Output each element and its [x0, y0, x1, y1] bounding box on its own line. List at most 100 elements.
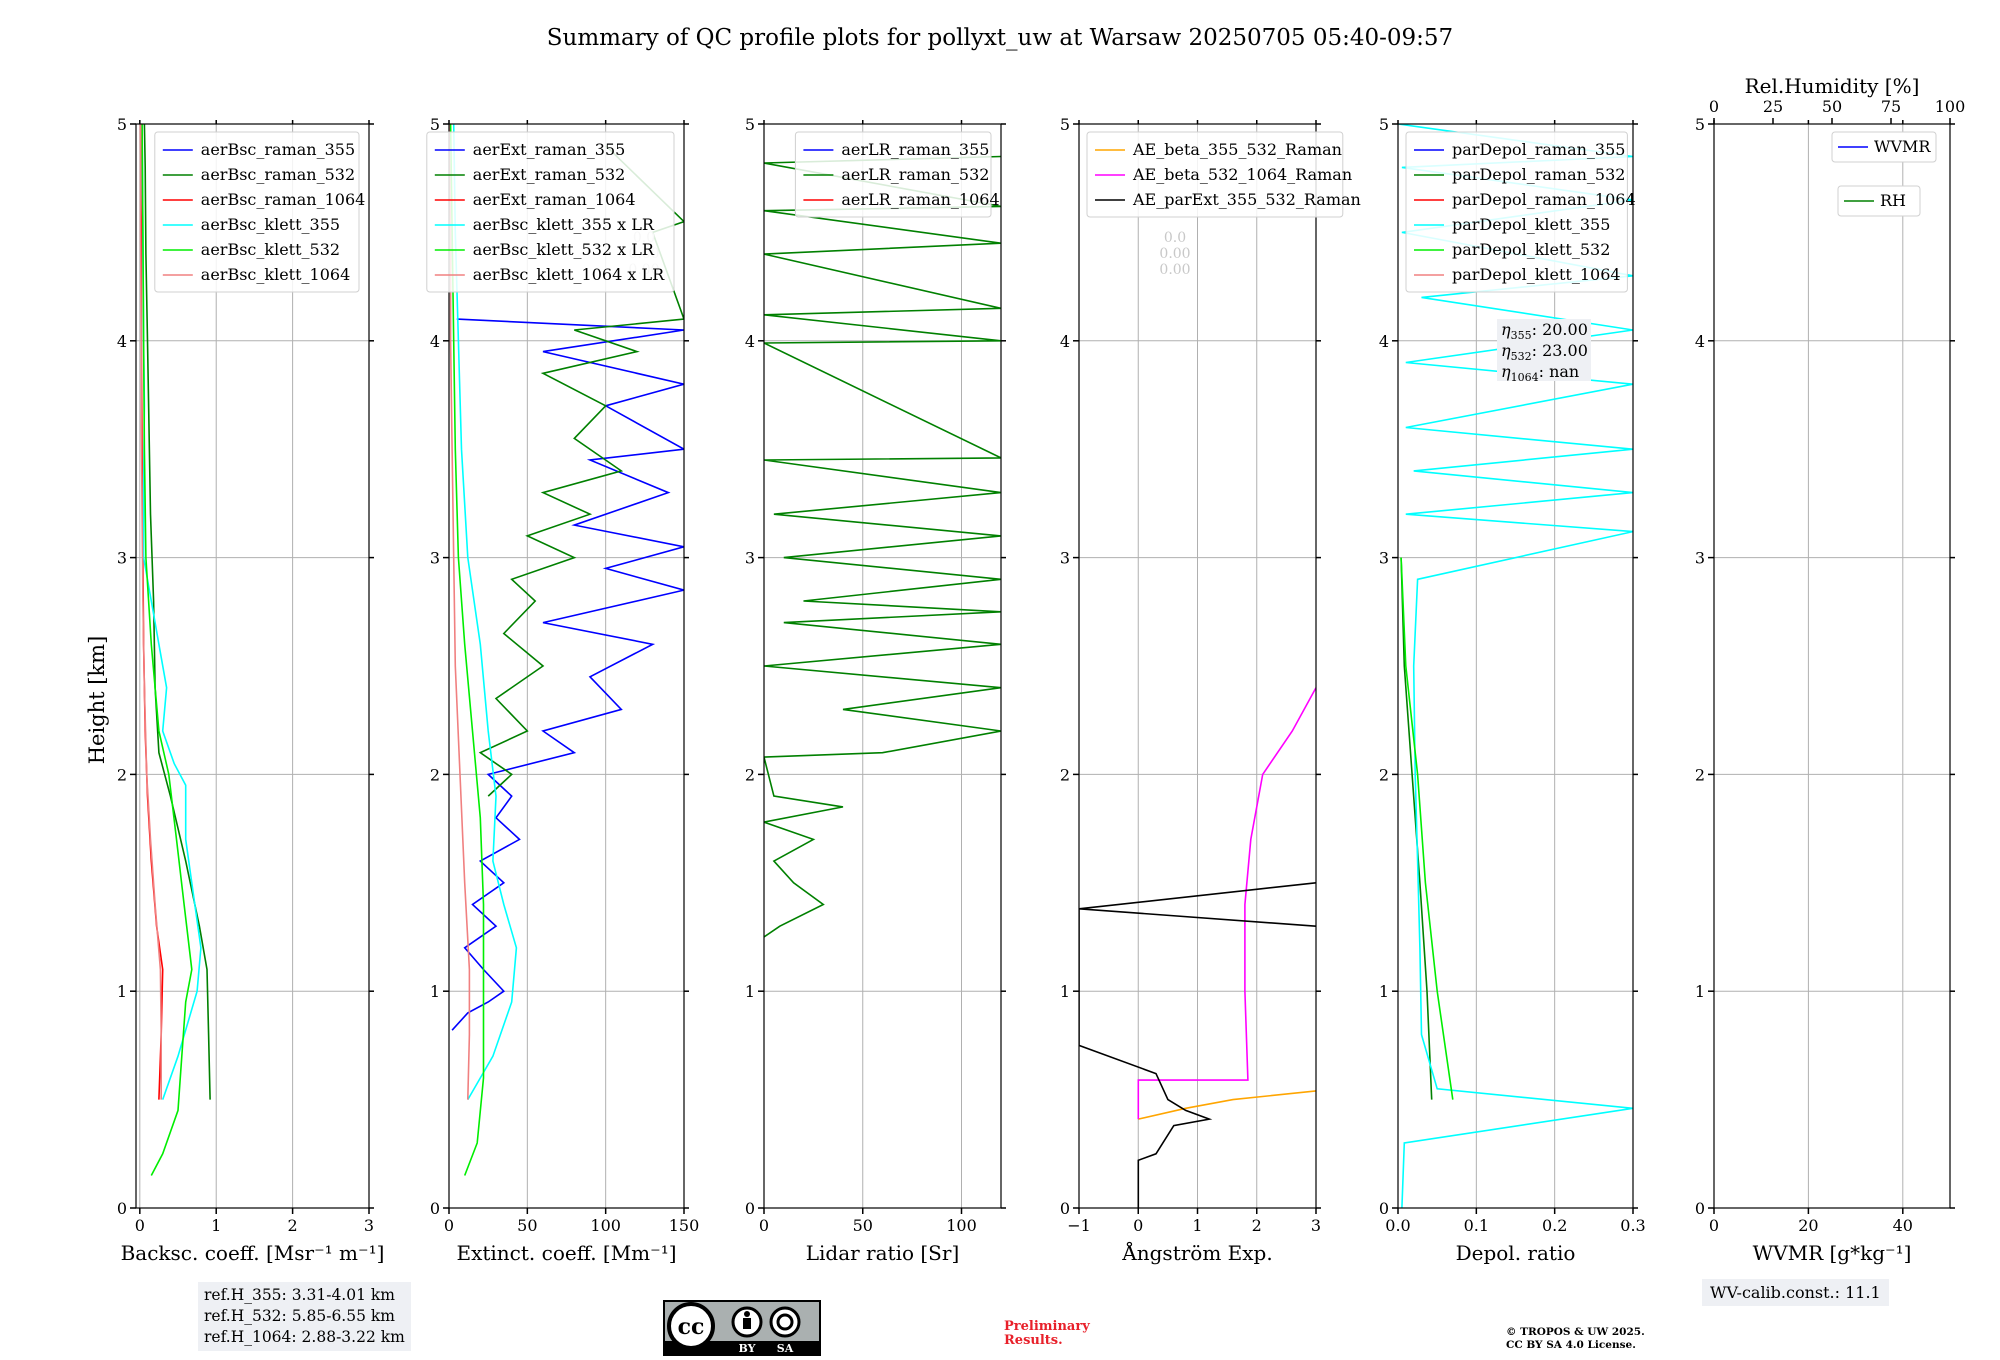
series-group	[764, 155, 1001, 938]
series-line-AE_beta_532_1064_Raman	[1137, 687, 1316, 1120]
y-tick-label: 2	[117, 765, 127, 784]
sa-label: SA	[777, 1342, 794, 1355]
sa-icon-arrow	[776, 1313, 794, 1331]
x-tick-label: 50	[853, 1216, 873, 1235]
series-line-aerExt_raman_355	[451, 318, 684, 1031]
eta-symbol: η	[1501, 320, 1511, 339]
x-tick-label: 100	[946, 1216, 977, 1235]
preliminary-results-note: Preliminary Results.	[1004, 1320, 1090, 1348]
y-tick-label: 4	[117, 332, 127, 351]
y-tick-label: 3	[745, 549, 755, 568]
axes-frame	[763, 123, 1002, 1209]
y-tick-label: 5	[430, 115, 440, 134]
top-axis-label: Rel.Humidity [%]	[1745, 74, 1920, 98]
wv-calibration-constant: WV-calib.const.: 11.1	[1702, 1279, 1889, 1306]
y-tick-label: 1	[430, 982, 440, 1001]
figure-title: Summary of QC profile plots for pollyxt_…	[547, 25, 1453, 51]
x-tick-label: 50	[517, 1216, 537, 1235]
y-tick-label: 0	[430, 1199, 440, 1218]
reference-height-box: ref.H_355: 3.31-4.01 km ref.H_532: 5.85-…	[198, 1282, 411, 1351]
y-tick-label: 1	[1060, 982, 1070, 1001]
legend-label: aerBsc_raman_1064	[201, 190, 366, 209]
x-axis-label: Lidar ratio [Sr]	[806, 1241, 960, 1265]
legend-label: aerLR_raman_1064	[841, 190, 999, 209]
y-tick-label: 0	[117, 1199, 127, 1218]
eta-value: : 20.00	[1532, 320, 1588, 339]
legend-label: aerLR_raman_355	[841, 140, 989, 159]
ref-height-532: ref.H_532: 5.85-6.55 km	[204, 1307, 395, 1325]
legend-box	[426, 131, 675, 293]
y-tick-label: 4	[1379, 332, 1389, 351]
cc-icon	[667, 1302, 715, 1350]
panel-lr: 0 50 100 0 1 2 3 4 5 Lidar ratio [Sr] aerLR_raman_…	[745, 115, 1006, 1265]
x-tick-label: 0.1	[1464, 1216, 1489, 1235]
y-tick-label: 2	[430, 765, 440, 784]
top-tick-label: 25	[1763, 97, 1783, 116]
y-tick-label: 1	[117, 982, 127, 1001]
eta-symbol: η	[1501, 362, 1511, 381]
legend-label: aerExt_raman_532	[473, 165, 626, 184]
legend-label: AE_beta_532_1064_Raman	[1132, 165, 1352, 184]
x-tick-label: 150	[669, 1216, 700, 1235]
eta-value: : 23.00	[1532, 341, 1588, 360]
y-tick-label: 2	[1060, 765, 1070, 784]
eta-symbol: η	[1501, 341, 1511, 360]
y-tick-label: 5	[1379, 115, 1389, 134]
series-line-aerExt_raman_532	[478, 145, 684, 797]
panels: 0 1 2 3 0 1 2 3 4 5 Backsc. coeff. [Msr⁻¹ m⁻¹] aerB…	[117, 74, 1965, 1265]
y-tick-label: 4	[430, 332, 440, 351]
legend-label: aerBsc_klett_355 x LR	[473, 215, 655, 234]
legend-label: aerBsc_raman_532	[201, 165, 355, 184]
by-label: BY	[739, 1342, 756, 1355]
copyright-line-2: CC BY SA 4.0 License.	[1506, 1339, 1636, 1351]
y-tick-label: 4	[1060, 332, 1070, 351]
y-tick-label: 5	[745, 115, 755, 134]
y-tick-label: 3	[1060, 549, 1070, 568]
legend-label: aerBsc_klett_355	[201, 215, 340, 234]
legend-label: parDepol_klett_1064	[1452, 265, 1621, 284]
y-tick-label: 3	[117, 549, 127, 568]
x-axis-label: Ångström Exp.	[1121, 1240, 1272, 1265]
ref-height-355: ref.H_355: 3.31-4.01 km	[204, 1286, 395, 1304]
legend-box	[1837, 185, 1921, 217]
axes-frame	[1397, 123, 1634, 1209]
series-line-aerBsc_klett_1064 x LR	[449, 124, 471, 1100]
axes-frame	[448, 123, 685, 1209]
by-icon-body	[743, 1318, 751, 1329]
copyright-line-1: © TROPOS & UW 2025.	[1506, 1326, 1645, 1338]
x-axis-label: WVMR [g*kg⁻¹]	[1753, 1241, 1912, 1265]
x-tick-label: 2	[1252, 1216, 1262, 1235]
eta-subscript: 1064	[1511, 371, 1539, 384]
y-tick-label: 1	[1379, 982, 1389, 1001]
eta-annotation-line: η1064: nan	[1501, 362, 1579, 384]
series-line-AE_parExt_355_532_Raman	[1079, 882, 1316, 1208]
x-tick-label: 20	[1798, 1216, 1818, 1235]
series-line-AE_beta_355_532_Raman	[1138, 1090, 1316, 1120]
panel-wv: 0 20 40 0 1 2 3 4 5 WVMR [g*kg⁻¹] 0 25 50 75 100 Rel.Hu…	[1695, 74, 1965, 1265]
x-tick-label: 1	[1192, 1216, 1202, 1235]
series-line-aerBsc_klett_532 x LR	[449, 124, 485, 1176]
legend-label: parDepol_klett_532	[1452, 240, 1610, 259]
y-tick-label: 5	[117, 115, 127, 134]
y-tick-label: 0	[1379, 1199, 1389, 1218]
preliminary-line-2: Results.	[1004, 1333, 1063, 1348]
copyright-note: © TROPOS & UW 2025. CC BY SA 4.0 License…	[1506, 1326, 1645, 1352]
legend-label: aerExt_raman_355	[473, 140, 626, 159]
y-axis-label: Height [km]	[85, 636, 109, 765]
legend-label: parDepol_raman_1064	[1452, 190, 1636, 209]
eta-subscript: 532	[1511, 350, 1532, 363]
x-tick-label: 2	[288, 1216, 298, 1235]
y-tick-label: 0	[1060, 1199, 1070, 1218]
ghost-label: 0.00	[1159, 246, 1190, 262]
legend-label: aerExt_raman_1064	[473, 190, 636, 209]
y-tick-label: 3	[1695, 549, 1705, 568]
legend-box	[1405, 131, 1628, 293]
eta-value: : nan	[1539, 362, 1580, 381]
series-group	[1079, 687, 1316, 1208]
eta-annotation-line: η355: 20.00	[1501, 320, 1588, 342]
legend-label: aerBsc_klett_532 x LR	[473, 240, 655, 259]
legend-label: parDepol_raman_355	[1452, 140, 1625, 159]
ghost-label: 0.0	[1164, 230, 1186, 246]
